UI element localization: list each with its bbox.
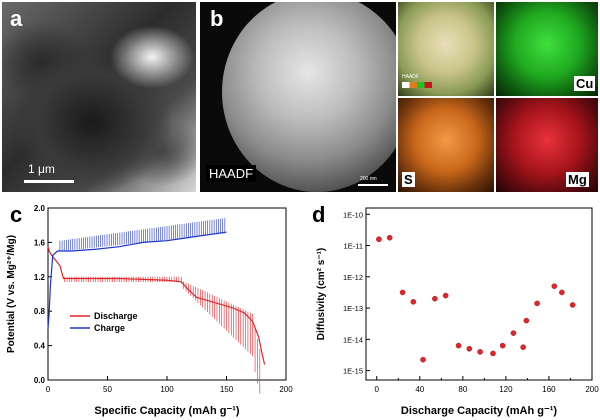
plot-frame bbox=[365, 207, 593, 381]
data-point bbox=[569, 302, 576, 308]
data-point bbox=[523, 317, 530, 324]
panel-label-b: b bbox=[210, 6, 224, 31]
y-tick-label: 1E-14 bbox=[343, 335, 363, 344]
x-tick-label: 100 bbox=[160, 385, 174, 394]
y-tick-label: 1E-12 bbox=[343, 273, 363, 282]
y-tick-label: 1E-10 bbox=[343, 210, 363, 219]
haadf-image-b: b HAADF 200 nm bbox=[200, 2, 396, 192]
panel-label-d: d bbox=[312, 202, 326, 227]
data-point bbox=[410, 299, 417, 305]
eds-overlay-map: HAADF bbox=[398, 2, 494, 96]
haadf-label: HAADF bbox=[206, 165, 257, 182]
x-axis-label: Specific Capacity (mAh g⁻¹) bbox=[94, 405, 240, 417]
x-tick-label: 0 bbox=[46, 385, 51, 394]
x-tick-label: 150 bbox=[220, 385, 234, 394]
y-tick-label: 0.0 bbox=[34, 376, 46, 385]
data-point bbox=[510, 330, 517, 336]
data-point bbox=[477, 349, 483, 355]
x-tick-label: 160 bbox=[542, 385, 556, 394]
scale-bar-a bbox=[24, 180, 74, 183]
scale-bar-b bbox=[358, 184, 388, 186]
element-label-s: S bbox=[402, 172, 415, 187]
data-point bbox=[442, 292, 449, 299]
y-tick-label: 1E-15 bbox=[343, 367, 363, 376]
x-tick-label: 200 bbox=[585, 385, 599, 394]
x-axis-label: Discharge Capacity (mAh g⁻¹) bbox=[401, 405, 558, 417]
legend-label: Discharge bbox=[94, 311, 138, 321]
y-axis-label: Potential (V vs. Mg²⁺/Mg) bbox=[6, 235, 17, 353]
y-tick-label: 0.8 bbox=[34, 307, 46, 316]
y-axis-label: Diffusivity (cm² s⁻¹) bbox=[316, 248, 327, 341]
overlay-legend-bar bbox=[402, 82, 432, 88]
y-tick-label: 1.6 bbox=[34, 238, 46, 247]
y-tick-label: 0.4 bbox=[34, 342, 46, 351]
x-tick-label: 50 bbox=[103, 385, 112, 394]
y-tick-label: 1.2 bbox=[34, 273, 46, 282]
data-point bbox=[399, 289, 406, 296]
series-line-discharge bbox=[47, 246, 266, 365]
data-point bbox=[386, 234, 393, 241]
data-point bbox=[432, 295, 438, 302]
haadf-particle bbox=[222, 2, 396, 192]
element-label-cu: Cu bbox=[574, 76, 596, 91]
data-point bbox=[520, 344, 526, 350]
tem-image-a: a 1 μm bbox=[2, 2, 196, 192]
panel-label-a: a bbox=[10, 6, 23, 31]
series-line-charge bbox=[47, 231, 227, 329]
element-label-mg: Mg bbox=[566, 172, 589, 187]
chart-d: 0 40 80 120 160 200 1E-15 1E-14 1E-13 1E-12 1E-11 1… bbox=[316, 207, 599, 417]
y-tick-label: 1E-13 bbox=[343, 304, 363, 313]
data-point bbox=[534, 300, 540, 307]
data-point bbox=[551, 283, 558, 289]
data-point bbox=[455, 342, 462, 349]
eds-mg-map: Mg bbox=[496, 98, 598, 192]
x-tick-label: 120 bbox=[499, 385, 513, 394]
legend-label: Charge bbox=[94, 323, 125, 333]
y-tick-label: 2.0 bbox=[34, 204, 46, 213]
x-tick-label: 200 bbox=[279, 385, 293, 394]
chart-c: 0 50 100 150 200 0.0 0.4 0.8 1.2 1.6 2.0 Specific C… bbox=[6, 204, 293, 417]
data-point bbox=[499, 342, 506, 349]
scale-text-b: 200 nm bbox=[360, 176, 377, 182]
data-point bbox=[466, 345, 473, 352]
panel-label-c: c bbox=[10, 202, 23, 227]
scale-text-a: 1 μm bbox=[28, 162, 55, 176]
x-tick-label: 80 bbox=[458, 385, 467, 394]
overlay-legend-text: HAADF bbox=[402, 74, 419, 80]
data-point bbox=[376, 236, 382, 243]
data-point bbox=[420, 356, 426, 363]
y-tick-label: 1E-11 bbox=[344, 242, 363, 251]
eds-cu-map: Cu bbox=[496, 2, 598, 96]
data-point bbox=[490, 350, 496, 357]
x-tick-label: 40 bbox=[415, 385, 424, 394]
x-tick-label: 0 bbox=[375, 385, 380, 394]
data-point bbox=[559, 289, 565, 296]
eds-s-map: S bbox=[398, 98, 494, 192]
